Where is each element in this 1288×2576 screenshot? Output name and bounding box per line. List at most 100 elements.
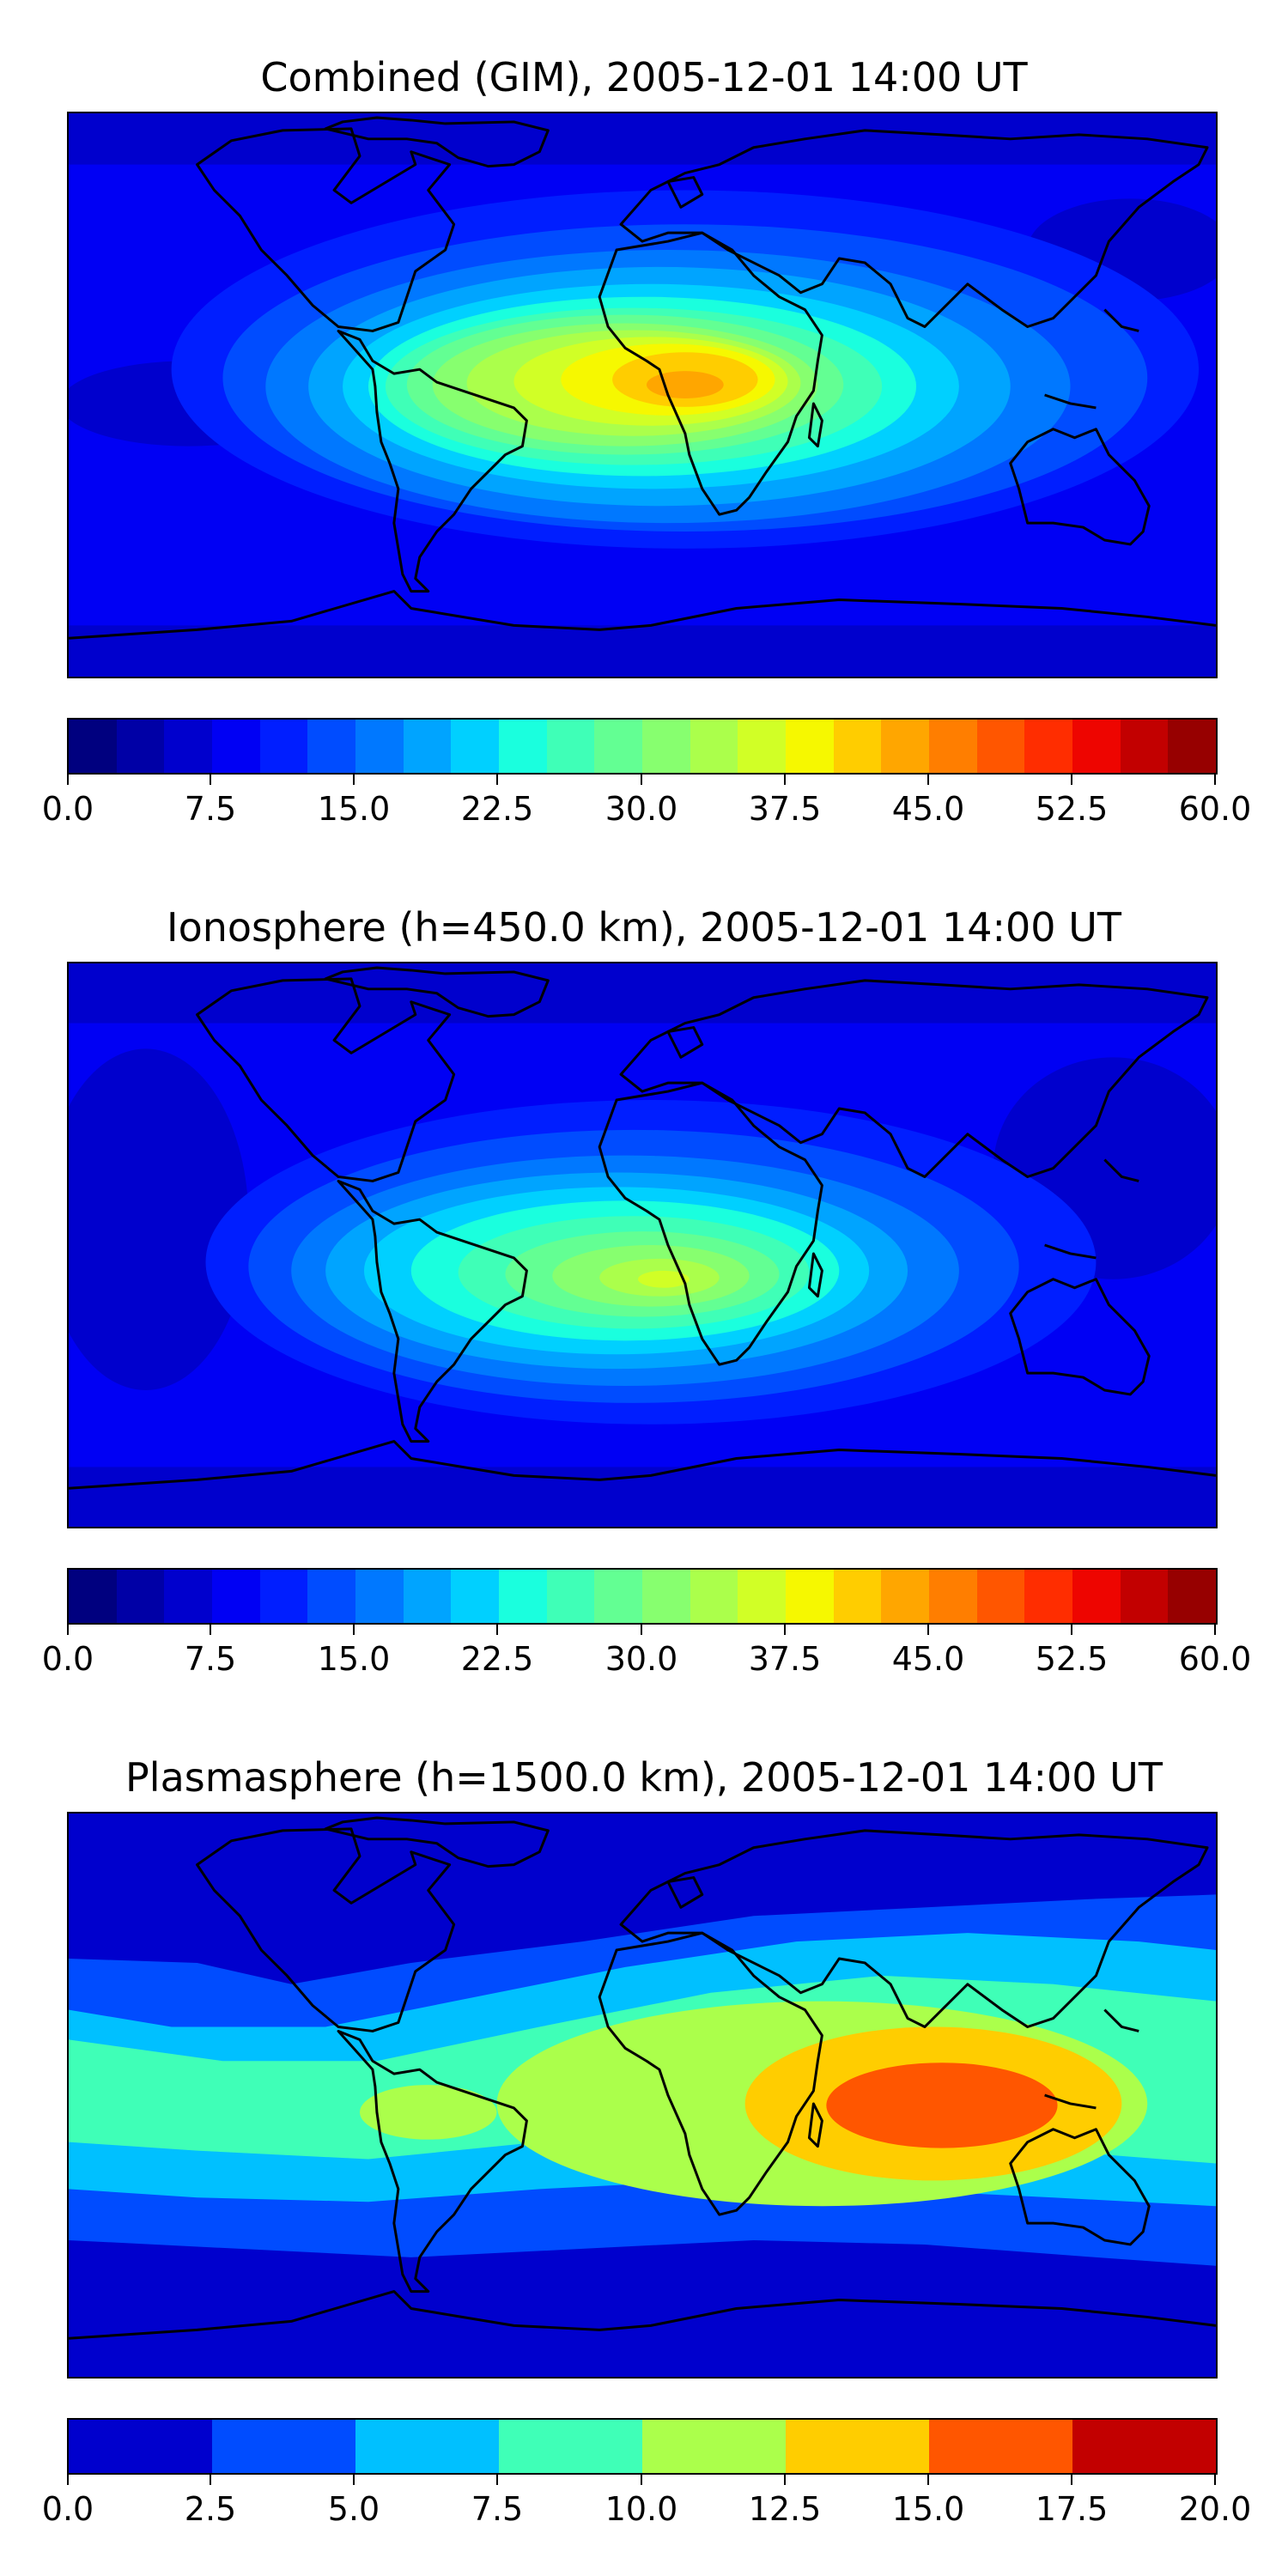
colorbar-level-3 (212, 1570, 260, 1623)
coastlines (69, 1816, 1216, 2340)
tick-label: 30.0 (605, 1640, 678, 1678)
colorbar-level-10 (546, 720, 595, 773)
map-plasmasphere (67, 1812, 1218, 2379)
colorbar-level-9 (499, 1570, 547, 1623)
tick-label: 20.0 (1178, 2490, 1252, 2528)
colorbar-level-2 (355, 2420, 499, 2473)
tick-label: 0.0 (41, 1640, 94, 1678)
tick-label: 7.5 (184, 1640, 237, 1678)
colorbar-level-6 (355, 1570, 404, 1623)
colorbar-level-19 (976, 1570, 1025, 1623)
tick-label: 0.0 (41, 790, 94, 828)
colorbar-level-16 (833, 720, 882, 773)
colorbar-level-18 (929, 1570, 977, 1623)
colorbar-level-14 (738, 720, 787, 773)
tick-label: 60.0 (1178, 1640, 1252, 1678)
colorbar (67, 1568, 1218, 1625)
tec-map-svg (69, 113, 1216, 677)
tick-label: 15.0 (891, 2490, 965, 2528)
colorbar-level-1 (116, 720, 165, 773)
colorbar-level-8 (451, 720, 500, 773)
tick-label: 5.0 (327, 2490, 380, 2528)
tec-map-svg (69, 1814, 1216, 2377)
colorbar-level-6 (929, 2420, 1072, 2473)
tick-label: 15.0 (317, 1640, 391, 1678)
colorbar-level-4 (259, 1570, 308, 1623)
colorbar-level-20 (1024, 1570, 1073, 1623)
colorbar-level-2 (164, 720, 213, 773)
tick-label: 60.0 (1178, 790, 1252, 828)
field-high-samerica (359, 2085, 497, 2140)
colorbar-level-15 (786, 720, 834, 773)
colorbar (67, 718, 1218, 775)
colorbar-level-1 (212, 2420, 355, 2473)
map-combined (67, 112, 1218, 678)
colorbar-level-23 (1168, 1570, 1217, 1623)
tick-label: 52.5 (1035, 790, 1109, 828)
tick-label: 22.5 (460, 1640, 534, 1678)
tick-label: 45.0 (891, 790, 965, 828)
colorbar-level-22 (1120, 1570, 1169, 1623)
field-band-11 (638, 1270, 690, 1288)
map-title: Combined (GIM), 2005-12-01 14:00 UT (260, 54, 1028, 100)
colorbar-level-1 (116, 1570, 165, 1623)
map-title: Plasmasphere (h=1500.0 km), 2005-12-01 1… (125, 1754, 1163, 1801)
field-polar-north (69, 963, 1216, 1024)
colorbar-ticks: 0.0 2.5 5.0 7.5 10.0 12.5 15.0 17.5 20.0 (42, 2475, 1251, 2528)
tick-label: 10.0 (605, 2490, 678, 2528)
tick-label: 22.5 (460, 790, 534, 828)
colorbar-level-14 (738, 1570, 787, 1623)
tick-label: 7.5 (184, 790, 237, 828)
tick-label: 15.0 (317, 790, 391, 828)
map-title: Ionosphere (h=450.0 km), 2005-12-01 14:0… (167, 904, 1121, 951)
colorbar-level-9 (499, 720, 547, 773)
colorbar-level-5 (307, 720, 356, 773)
colorbar-level-17 (881, 1570, 930, 1623)
colorbar-level-23 (1168, 720, 1217, 773)
colorbar-level-8 (451, 1570, 500, 1623)
colorbar-level-11 (594, 720, 643, 773)
tick-label: 37.5 (748, 790, 822, 828)
tick-label: 0.0 (41, 2490, 94, 2528)
colorbar (67, 2418, 1218, 2475)
colorbar-level-21 (1072, 720, 1121, 773)
tick-label: 17.5 (1035, 2490, 1109, 2528)
tick-label: 52.5 (1035, 1640, 1109, 1678)
colorbar-level-4 (642, 2420, 786, 2473)
colorbar-level-13 (690, 720, 738, 773)
colorbar-level-16 (833, 1570, 882, 1623)
field-polar-south (69, 625, 1216, 677)
colorbar-level-5 (786, 2420, 929, 2473)
colorbar-level-7 (1072, 2420, 1216, 2473)
field-band-14 (646, 371, 724, 398)
colorbar-level-7 (403, 1570, 452, 1623)
colorbar-level-22 (1120, 720, 1169, 773)
field-low-pacific (69, 1048, 249, 1390)
colorbar-level-19 (976, 720, 1025, 773)
colorbar-level-0 (69, 1570, 117, 1623)
colorbar-level-12 (642, 720, 690, 773)
colorbar-level-0 (69, 2420, 212, 2473)
coastlines (69, 966, 1216, 1490)
colorbar-level-3 (212, 720, 260, 773)
colorbar-level-7 (403, 720, 452, 773)
colorbar-level-3 (499, 2420, 642, 2473)
tick-label: 45.0 (891, 1640, 965, 1678)
colorbar-level-20 (1024, 720, 1073, 773)
colorbar-level-5 (307, 1570, 356, 1623)
colorbar-level-10 (546, 1570, 595, 1623)
colorbar-ticks: 0.0 7.5 15.0 22.5 30.0 37.5 45.0 52.5 60… (42, 775, 1251, 828)
colorbar-ticks: 0.0 7.5 15.0 22.5 30.0 37.5 45.0 52.5 60… (42, 1625, 1251, 1678)
tick-label: 30.0 (605, 790, 678, 828)
colorbar-level-11 (594, 1570, 643, 1623)
colorbar-level-12 (642, 1570, 690, 1623)
colorbar-level-21 (1072, 1570, 1121, 1623)
tick-label: 7.5 (471, 2490, 524, 2528)
tick-label: 12.5 (748, 2490, 822, 2528)
tick-label: 37.5 (748, 1640, 822, 1678)
colorbar-level-18 (929, 720, 977, 773)
colorbar-level-13 (690, 1570, 738, 1623)
colorbar-level-15 (786, 1570, 834, 1623)
map-ionosphere (67, 962, 1218, 1528)
colorbar-level-17 (881, 720, 930, 773)
